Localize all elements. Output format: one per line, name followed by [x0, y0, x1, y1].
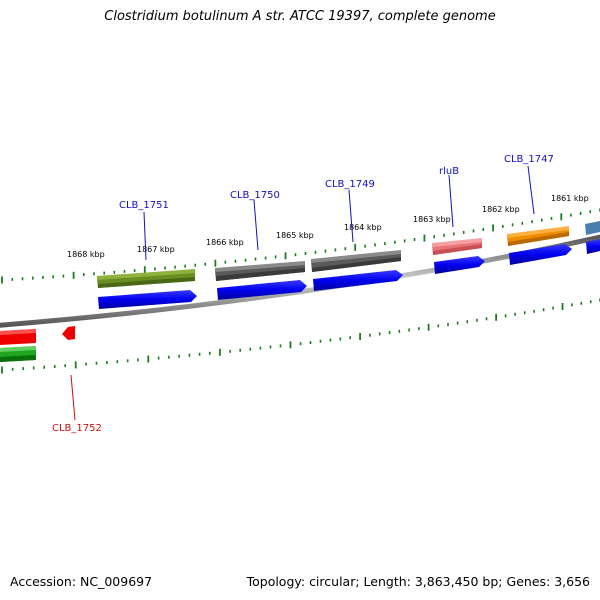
- gene-label-clb-1749[interactable]: CLB_1749: [325, 179, 375, 190]
- gene-clb-1747[interactable]: CLB_1747: [504, 154, 572, 265]
- cds-arrow-clb-1750: [217, 280, 307, 300]
- map-title: Clostridium botulinum A str. ATCC 19397,…: [104, 9, 496, 24]
- cds-arrow-clb-1747: [509, 244, 572, 265]
- gene-label-clb-1747[interactable]: CLB_1747: [504, 154, 554, 165]
- gene-label-clb-1750[interactable]: CLB_1750: [230, 190, 280, 201]
- gene-partial-right[interactable]: [585, 221, 600, 254]
- scale-label-1861kbp: 1861 kbp: [551, 194, 589, 203]
- length-text: Length: 3,863,450 bp;: [363, 574, 503, 589]
- genome-summary: Topology: circular; Length: 3,863,450 bp…: [247, 574, 590, 589]
- gene-label-clb-1752[interactable]: CLB_1752: [52, 423, 102, 434]
- topology-text: Topology: circular;: [246, 574, 360, 589]
- cds-arrow-clb-1749: [313, 270, 403, 291]
- gene-clb-1752[interactable]: CLB_1752: [52, 326, 102, 434]
- scale-ticks-outer: [1, 208, 600, 284]
- gene-clb-1751[interactable]: CLB_1751: [97, 200, 197, 309]
- scale-label-1863kbp: 1863 kbp: [413, 215, 451, 224]
- gene-clb-1749[interactable]: CLB_1749: [311, 179, 403, 291]
- genes-count-text: Genes: 3,656: [506, 574, 590, 589]
- gene-partial-left-red[interactable]: [0, 329, 36, 345]
- gene-rlub[interactable]: rluB: [432, 166, 485, 274]
- accession-text: Accession: NC_009697: [10, 574, 153, 589]
- scale-label-1864kbp: 1864 kbp: [344, 223, 382, 232]
- scale-label-1868kbp: 1868 kbp: [67, 250, 105, 259]
- scale-label-1867kbp: 1867 kbp: [137, 245, 175, 254]
- scale-label-1866kbp: 1866 kbp: [206, 238, 244, 247]
- scale-label-1862kbp: 1862 kbp: [482, 205, 520, 214]
- scale-label-1865kbp: 1865 kbp: [276, 231, 314, 240]
- cds-arrow-rlub: [434, 256, 485, 274]
- gene-partial-left-green[interactable]: [0, 346, 36, 362]
- gene-clb-1750[interactable]: CLB_1750: [215, 190, 307, 300]
- scale-ticks-inner: [1, 298, 600, 374]
- cds-arrow-clb-1751: [98, 290, 197, 309]
- gene-label-rlub[interactable]: rluB: [439, 166, 459, 177]
- gene-label-clb-1751[interactable]: CLB_1751: [119, 200, 169, 211]
